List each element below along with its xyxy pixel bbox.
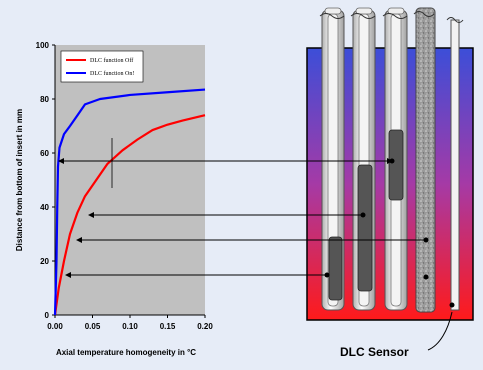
y-axis-title: Distance from bottom of insert in mm	[15, 109, 24, 251]
series-line-off	[53, 114, 206, 316]
legend-box	[60, 50, 144, 83]
sensor-point-6	[449, 302, 455, 308]
x-tick-label: 0.10	[122, 322, 138, 331]
calibrator-diagram	[306, 7, 474, 351]
tick-labels: 0 20 40 60 80 100 0.00 0.05 0.10 0.15 0.20	[36, 41, 214, 331]
legend-label-on: DLC function On!	[90, 70, 134, 77]
legend-label-off: DLC function Off	[90, 57, 133, 64]
insert-tube-2	[352, 7, 376, 311]
y-tick-label: 20	[40, 257, 49, 266]
x-tick-label: 0.00	[47, 322, 63, 331]
tube-1-probe	[328, 236, 343, 301]
plot-area	[55, 45, 205, 315]
insert-tube-3	[384, 7, 408, 311]
y-tick-label: 100	[36, 41, 50, 50]
dlc-sensor-body	[450, 19, 460, 311]
legend: DLC function Off DLC function On!	[60, 50, 144, 83]
tube-break-marks	[319, 11, 435, 19]
y-tick-label: 40	[40, 203, 49, 212]
x-tick-label: 0.05	[85, 322, 101, 331]
dlc-sensor-break-mark	[446, 17, 464, 23]
y-tick-label: 0	[45, 311, 50, 320]
sensor-point-5	[423, 274, 429, 280]
tube-1-cap	[324, 7, 342, 15]
y-tick-label: 80	[40, 95, 49, 104]
tube-3-cap	[387, 7, 405, 15]
dlc-sensor-rod	[446, 17, 464, 311]
tube-2-cap	[355, 7, 373, 15]
y-tick-label: 60	[40, 149, 49, 158]
x-axis-title: Axial temperature homogeneity in °C	[56, 348, 196, 357]
x-tick-label: 0.15	[160, 322, 176, 331]
insert-tube-1	[321, 7, 345, 311]
dlc-sensor-callout	[427, 311, 453, 351]
series-line-on	[53, 88, 206, 316]
x-tick-label: 0.20	[197, 322, 213, 331]
tube-2-probe	[357, 164, 373, 292]
tube-3-probe	[388, 129, 404, 201]
series-group	[53, 88, 206, 316]
insert-tube-4-granular	[415, 7, 436, 313]
tube-4-body	[415, 7, 436, 313]
dlc-sensor-label: DLC Sensor	[340, 345, 409, 359]
connector-arrows	[58, 158, 426, 278]
